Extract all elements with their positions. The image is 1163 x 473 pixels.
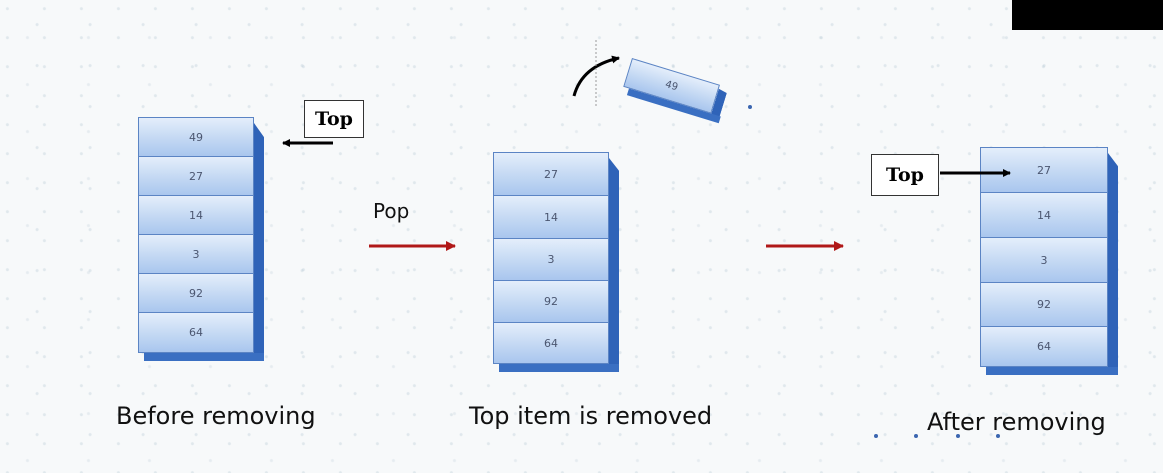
stack-before-side	[254, 123, 264, 359]
decorative-dot	[914, 434, 918, 438]
stack-after-item: 64	[980, 326, 1108, 367]
pop-label: Pop	[373, 199, 410, 223]
stack-before: 49 27 14 3 92 64	[138, 117, 264, 361]
stack-after-item: 27	[980, 147, 1108, 193]
stack-middle-item: 64	[493, 322, 609, 364]
stack-after-side	[1108, 153, 1118, 373]
stack-after-bottom	[986, 367, 1118, 375]
decorative-dot	[956, 434, 960, 438]
stack-before-item: 64	[138, 312, 254, 353]
stack-after-item: 14	[980, 192, 1108, 238]
stack-middle: 27 14 3 92 64	[493, 152, 619, 372]
stack-after-item: 3	[980, 237, 1108, 283]
stack-middle-item: 92	[493, 280, 609, 323]
stack-middle-side	[609, 158, 619, 370]
stack-before-item: 3	[138, 234, 254, 274]
caption-middle: Top item is removed	[469, 402, 713, 430]
decorative-dot	[874, 434, 878, 438]
decorative-dot	[748, 105, 752, 109]
stack-before-item: 92	[138, 273, 254, 313]
stack-middle-item: 27	[493, 152, 609, 196]
stack-before-item: 49	[138, 117, 254, 157]
stack-before-item: 14	[138, 195, 254, 235]
decorative-dot	[996, 434, 1000, 438]
removal-curved-arrow	[572, 55, 620, 97]
stack-after: 27 14 3 92 64	[980, 147, 1118, 375]
top-label-after: Top	[871, 154, 939, 196]
stack-middle-bottom	[499, 364, 619, 372]
caption-before: Before removing	[116, 402, 316, 430]
corner-black-box	[1012, 0, 1163, 30]
caption-after: After removing	[927, 408, 1106, 436]
top-label-before: Top	[304, 100, 364, 138]
stack-middle-item: 14	[493, 195, 609, 239]
stack-before-bottom	[144, 353, 264, 361]
